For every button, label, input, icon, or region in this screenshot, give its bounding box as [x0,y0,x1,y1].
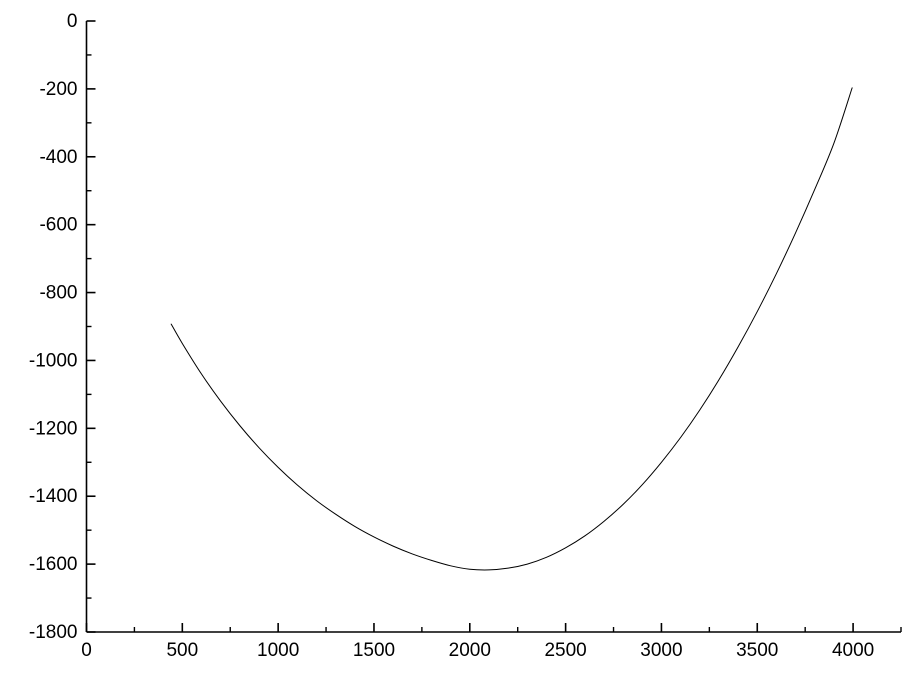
y-axis-minor-ticks [86,54,92,599]
y-tick-label: -1600 [29,554,78,575]
y-tick-label: -1200 [29,418,78,439]
x-tick-label: 2500 [544,640,586,661]
x-tick-label: 1000 [257,640,299,661]
y-axis-tick-labels: 0 -200 -400 -600 -800 -1000 -1200 -1400 -1600 -18… [29,11,78,643]
x-tick-label: 3000 [640,640,682,661]
y-tick-label: -400 [39,147,77,168]
x-axis-tick-labels: 0 500 1000 1500 2000 2500 3000 3500 4000 [81,640,874,661]
x-tick-label: 3500 [736,640,778,661]
x-tick-label: 4000 [832,640,874,661]
data-series-curve [170,87,853,571]
y-axis-major-ticks [86,20,96,633]
x-tick-label: 2000 [449,640,491,661]
x-tick-label: 500 [166,640,198,661]
x-axis-minor-ticks [133,627,902,632]
y-tick-label: -1000 [29,350,78,371]
y-tick-label: -1400 [29,486,78,507]
x-tick-label: 1500 [353,640,395,661]
y-tick-label: -600 [39,215,77,236]
y-tick-label: 0 [67,11,78,32]
y-tick-label: -800 [39,283,77,304]
y-tick-label: -1800 [29,622,78,643]
x-tick-label: 0 [81,640,92,661]
y-tick-label: -200 [39,79,77,100]
